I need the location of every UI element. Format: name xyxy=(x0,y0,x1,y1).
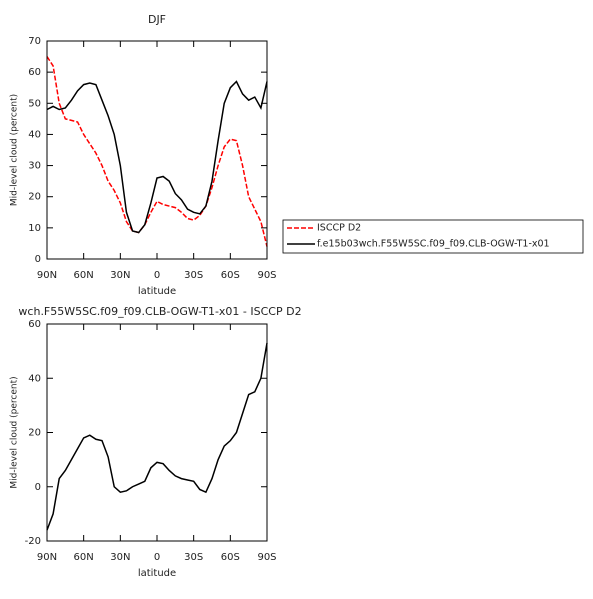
y-tick-label: 30 xyxy=(28,161,41,172)
y-tick-label: 50 xyxy=(28,98,41,109)
y-tick-label: 0 xyxy=(35,482,41,493)
y-tick-label: 40 xyxy=(28,129,41,140)
series-line xyxy=(46,56,268,247)
y-tick-label: 60 xyxy=(28,67,41,78)
x-tick-label: 60S xyxy=(221,552,240,563)
x-tick-label: 60N xyxy=(74,552,94,563)
x-tick-label: 0 xyxy=(154,270,160,281)
legend-label: ISCCP D2 xyxy=(317,223,361,234)
y-tick-label: 60 xyxy=(28,319,41,330)
plot-frame xyxy=(46,323,268,542)
y-axis-label: Mid-level cloud (percent) xyxy=(10,94,20,206)
legend-label: f.e15b03wch.F55W5SC.f09_f09.CLB-OGW-T1-x… xyxy=(317,239,550,250)
chart-title: DJF xyxy=(148,13,166,26)
plot-frame xyxy=(46,40,268,260)
y-tick-label: 20 xyxy=(28,192,41,203)
y-tick-label: 10 xyxy=(28,223,41,234)
x-axis-label: latitude xyxy=(138,568,176,579)
x-tick-label: 90S xyxy=(257,270,276,281)
y-axis-label: Mid-level cloud (percent) xyxy=(10,376,20,488)
legend-box xyxy=(282,219,584,254)
x-tick-label: 90N xyxy=(37,552,57,563)
chart-title: wch.F55W5SC.f09_f09.CLB-OGW-T1-x01 - ISC… xyxy=(18,305,301,318)
y-tick-label: 20 xyxy=(28,428,41,439)
x-tick-label: 90N xyxy=(37,270,57,281)
series-line xyxy=(46,342,268,531)
x-tick-label: 0 xyxy=(154,552,160,563)
y-tick-label: -20 xyxy=(25,536,41,547)
x-tick-label: 90S xyxy=(257,552,276,563)
x-tick-label: 30S xyxy=(184,270,203,281)
x-tick-label: 30S xyxy=(184,552,203,563)
y-tick-label: 40 xyxy=(28,373,41,384)
x-tick-label: 60S xyxy=(221,270,240,281)
x-axis-label: latitude xyxy=(138,286,176,297)
series-line xyxy=(46,80,268,234)
y-tick-label: 0 xyxy=(35,254,41,265)
x-tick-label: 30N xyxy=(110,270,130,281)
x-tick-label: 30N xyxy=(110,552,130,563)
y-tick-label: 70 xyxy=(28,36,41,47)
x-tick-label: 60N xyxy=(74,270,94,281)
